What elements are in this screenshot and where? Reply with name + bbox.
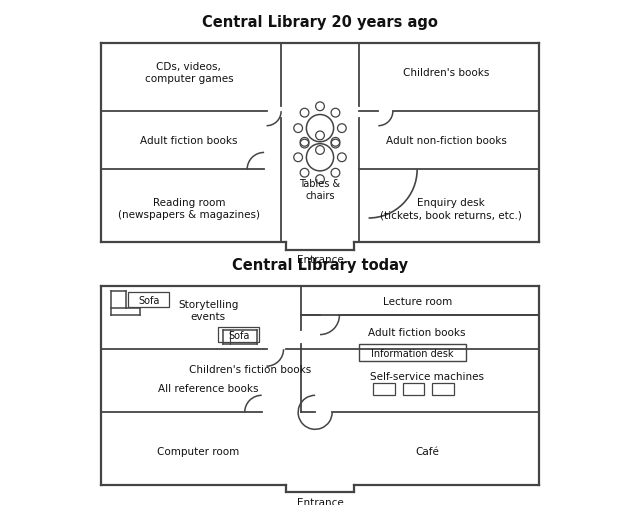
Text: Sofa: Sofa (228, 330, 250, 340)
Text: Reading room
(newspapers & magazines): Reading room (newspapers & magazines) (118, 198, 260, 220)
Text: Tables &
chairs: Tables & chairs (300, 179, 340, 200)
Text: Enquiry desk
(tickets, book returns, etc.): Enquiry desk (tickets, book returns, etc… (380, 198, 522, 220)
Text: Storytelling
events: Storytelling events (178, 300, 239, 322)
Text: Children's books: Children's books (403, 68, 490, 78)
Text: Self-service machines: Self-service machines (370, 371, 484, 381)
Text: Entrance: Entrance (296, 497, 344, 505)
Text: All reference books: All reference books (158, 383, 259, 393)
Text: Computer room: Computer room (157, 446, 240, 456)
Text: CDs, videos,
computer games: CDs, videos, computer games (145, 62, 233, 84)
Bar (359, 344, 466, 362)
Bar (128, 293, 170, 307)
Text: Sofa: Sofa (138, 295, 159, 305)
Text: Children's fiction books: Children's fiction books (189, 364, 311, 374)
Text: Central Library today: Central Library today (232, 257, 408, 272)
Text: Lecture room: Lecture room (383, 296, 452, 306)
Bar (373, 383, 396, 395)
Text: Café: Café (415, 446, 439, 456)
Text: Adult non-fiction books: Adult non-fiction books (386, 136, 507, 146)
Text: Entrance: Entrance (296, 255, 344, 265)
Text: Adult fiction books: Adult fiction books (369, 328, 466, 337)
Text: Central Library 20 years ago: Central Library 20 years ago (202, 15, 438, 30)
Bar (218, 328, 259, 342)
Text: Adult fiction books: Adult fiction books (140, 136, 237, 146)
Bar (432, 383, 454, 395)
Text: Information desk: Information desk (371, 348, 454, 358)
Bar (403, 383, 424, 395)
